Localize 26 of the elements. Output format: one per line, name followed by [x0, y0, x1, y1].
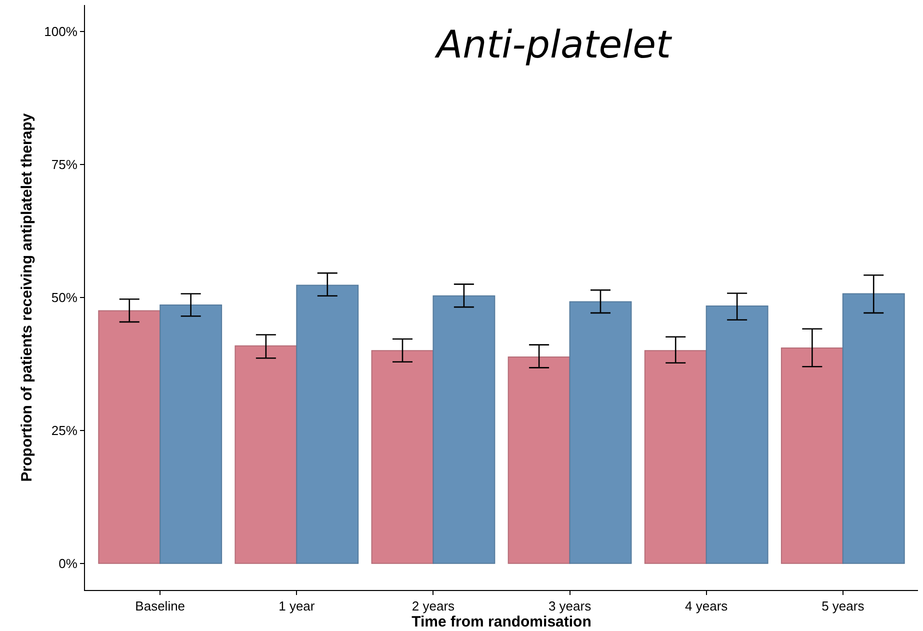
bar: [98, 310, 161, 564]
y-tick-label: 75%: [51, 157, 78, 172]
x-tick-label: 1 year: [278, 598, 316, 614]
x-tick-label: 5 years: [822, 598, 865, 614]
bar: [371, 350, 434, 564]
x-tick-label: 2 years: [412, 598, 456, 614]
bar: [234, 345, 298, 564]
bar: [780, 348, 844, 564]
y-tick-label: 100%: [44, 24, 78, 40]
bar: [160, 304, 222, 564]
y-tick-label: 0%: [58, 556, 78, 571]
x-axis-title: Time from randomisation: [412, 614, 592, 631]
x-tick-label: Baseline: [135, 598, 186, 614]
x-tick-label: 4 years: [685, 598, 728, 614]
bar: [569, 301, 632, 564]
y-axis-title: Proportion of patients receiving antiplatelet therapy: [18, 112, 36, 482]
bar: [706, 306, 768, 564]
bar: [432, 295, 496, 564]
text: Anti-platelet: [434, 22, 674, 66]
bar: [842, 293, 905, 564]
x-tick-label: 3 years: [548, 598, 592, 614]
bar: [296, 284, 359, 564]
bar: [644, 350, 707, 564]
y-tick-label: 50%: [51, 290, 78, 306]
bar: [508, 356, 570, 564]
y-tick-label: 25%: [51, 423, 78, 438]
